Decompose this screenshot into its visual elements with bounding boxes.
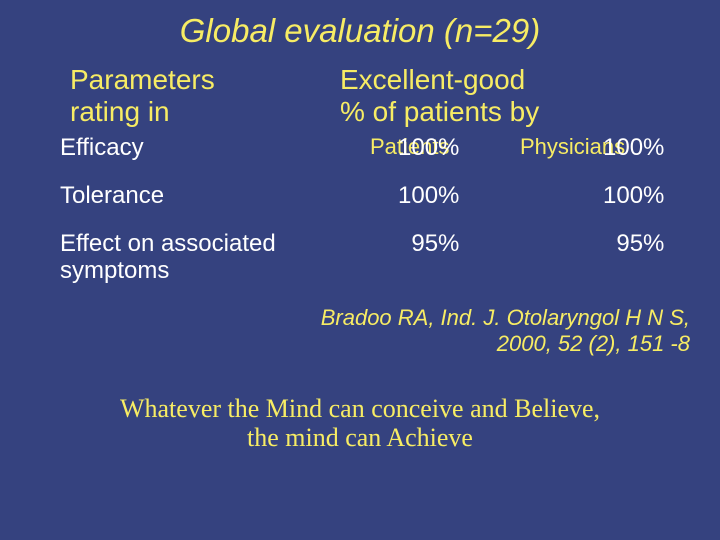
cell-patients: 100% bbox=[380, 134, 553, 162]
quote-line2: the mind can Achieve bbox=[247, 423, 473, 452]
header-excellent-good: Excellent-good % of patients by bbox=[340, 64, 660, 128]
citation-line2: 2000, 52 (2), 151 -8 bbox=[497, 331, 690, 356]
param-effect: Effect on associated symptoms bbox=[60, 230, 380, 285]
quote: Whatever the Mind can conceive and Belie… bbox=[0, 394, 720, 454]
citation-line1: Bradoo RA, Ind. J. Otolaryngol H N S, bbox=[321, 305, 690, 330]
slide-title: Global evaluation (n=29) bbox=[0, 0, 720, 50]
cell-physicians: 100% bbox=[553, 182, 664, 210]
cell-patients-value: 95% bbox=[411, 230, 459, 257]
param-efficacy: Efficacy bbox=[60, 134, 380, 162]
column-headers: Parameters rating in Excellent-good % of… bbox=[0, 64, 720, 128]
slide: Global evaluation (n=29) Parameters rati… bbox=[0, 0, 720, 540]
param-tolerance: Tolerance bbox=[60, 182, 380, 210]
header-parameters: Parameters rating in bbox=[70, 64, 340, 128]
param-effect-line2: symptoms bbox=[60, 257, 169, 284]
cell-patients: 100% bbox=[380, 182, 553, 210]
data-rows: Efficacy 100% 100% Tolerance 100% 100% E… bbox=[0, 134, 720, 284]
header-left-line1: Parameters bbox=[70, 64, 215, 95]
header-left-line2: rating in bbox=[70, 96, 170, 127]
citation: Bradoo RA, Ind. J. Otolaryngol H N S, 20… bbox=[0, 305, 720, 358]
quote-line1: Whatever the Mind can conceive and Belie… bbox=[120, 394, 600, 423]
table-row: Efficacy 100% 100% bbox=[60, 134, 660, 162]
param-effect-line1: Effect on associated bbox=[60, 230, 276, 257]
cell-patients: 95% bbox=[380, 230, 553, 285]
table-row: Effect on associated symptoms 95% 95% bbox=[60, 230, 660, 285]
header-right-line1: Excellent-good bbox=[340, 64, 525, 95]
cell-physicians-value: 95% bbox=[616, 230, 664, 257]
cell-physicians: 95% bbox=[553, 230, 664, 285]
cell-physicians: 100% bbox=[553, 134, 664, 162]
header-right-line2: % of patients by bbox=[340, 96, 539, 127]
table-row: Tolerance 100% 100% bbox=[60, 182, 660, 210]
